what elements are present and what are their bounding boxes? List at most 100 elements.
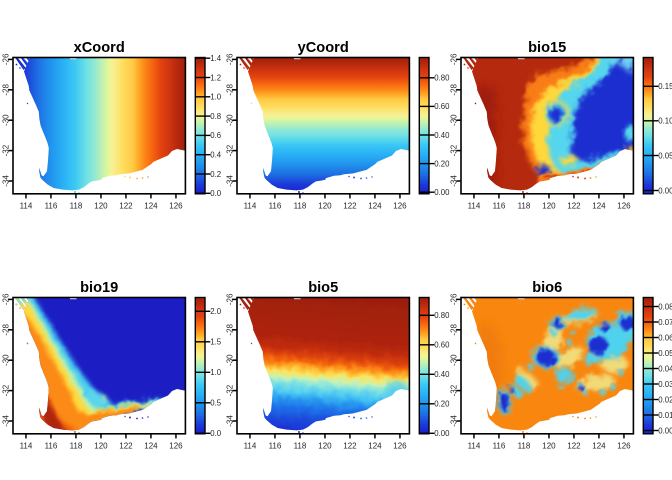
svg-text:0.01: 0.01 [658,411,672,420]
svg-text:122: 122 [567,202,581,211]
svg-text:-30: -30 [449,354,458,366]
svg-text:0.06: 0.06 [658,333,672,342]
svg-text:0.60: 0.60 [434,341,450,350]
svg-text:0.20: 0.20 [434,400,450,409]
svg-text:0.60: 0.60 [434,102,450,111]
svg-text:120: 120 [542,442,556,451]
svg-text:-26: -26 [1,293,10,305]
svg-text:-32: -32 [225,144,234,156]
svg-text:118: 118 [70,442,83,451]
svg-text:120: 120 [318,202,332,211]
svg-text:-26: -26 [449,53,458,65]
svg-text:-34: -34 [449,175,458,187]
svg-text:bio6: bio6 [532,280,562,296]
svg-text:124: 124 [144,202,158,211]
svg-text:0.4: 0.4 [210,151,222,160]
svg-text:120: 120 [542,202,556,211]
svg-text:0.02: 0.02 [658,395,672,404]
svg-text:-28: -28 [225,323,234,335]
svg-text:118: 118 [294,442,307,451]
svg-text:120: 120 [94,202,108,211]
svg-text:0.80: 0.80 [434,311,450,320]
svg-text:124: 124 [144,442,158,451]
svg-text:-30: -30 [1,354,10,366]
svg-text:0.5: 0.5 [210,399,222,408]
svg-text:122: 122 [119,202,133,211]
svg-text:1.2: 1.2 [210,73,221,82]
svg-text:0.40: 0.40 [434,370,450,379]
svg-text:124: 124 [368,202,382,211]
svg-text:-28: -28 [1,323,10,335]
svg-text:122: 122 [343,202,357,211]
svg-text:-32: -32 [449,384,458,396]
svg-text:bio15: bio15 [528,40,566,56]
svg-text:114: 114 [468,442,481,451]
svg-text:-34: -34 [1,175,10,187]
svg-text:-34: -34 [225,175,234,187]
svg-text:0.07: 0.07 [658,318,672,327]
svg-text:-28: -28 [449,323,458,335]
svg-text:-26: -26 [225,293,234,305]
svg-text:0.8: 0.8 [210,112,221,121]
svg-text:0.0: 0.0 [210,429,222,438]
svg-text:0.04: 0.04 [658,364,672,373]
svg-text:116: 116 [493,442,506,451]
svg-text:122: 122 [343,442,357,451]
svg-text:-32: -32 [1,384,10,396]
svg-text:114: 114 [468,202,481,211]
svg-text:126: 126 [393,442,407,451]
svg-text:0.00: 0.00 [434,429,450,438]
svg-text:0.05: 0.05 [658,349,672,358]
svg-text:0.40: 0.40 [434,131,450,140]
svg-text:0.10: 0.10 [658,117,672,126]
svg-text:124: 124 [592,442,606,451]
svg-text:114: 114 [20,442,33,451]
svg-text:0.03: 0.03 [658,380,672,389]
svg-text:126: 126 [617,202,631,211]
svg-text:0.08: 0.08 [658,302,672,311]
svg-text:118: 118 [294,202,307,211]
svg-text:122: 122 [119,442,133,451]
svg-text:-32: -32 [1,144,10,156]
svg-text:120: 120 [94,442,108,451]
svg-text:114: 114 [244,202,257,211]
svg-text:126: 126 [617,442,631,451]
svg-text:-28: -28 [449,83,458,95]
svg-text:0.2: 0.2 [210,170,221,179]
svg-text:116: 116 [269,202,282,211]
svg-text:114: 114 [244,442,257,451]
svg-text:116: 116 [45,202,58,211]
svg-text:126: 126 [169,202,183,211]
svg-text:116: 116 [269,442,282,451]
svg-text:0.00: 0.00 [658,186,672,195]
svg-text:0.00: 0.00 [658,426,672,435]
svg-text:116: 116 [45,442,58,451]
svg-text:124: 124 [592,202,606,211]
svg-text:0.15: 0.15 [658,82,672,91]
svg-text:-30: -30 [225,354,234,366]
svg-text:1.4: 1.4 [210,54,222,63]
svg-text:-34: -34 [1,415,10,427]
svg-text:-30: -30 [225,114,234,126]
svg-text:-32: -32 [225,384,234,396]
svg-text:bio19: bio19 [80,280,118,296]
svg-text:2.0: 2.0 [210,307,222,316]
svg-text:126: 126 [169,442,183,451]
svg-text:-34: -34 [225,415,234,427]
svg-text:-30: -30 [1,114,10,126]
svg-text:116: 116 [493,202,506,211]
svg-text:yCoord: yCoord [298,40,349,56]
svg-text:-26: -26 [449,293,458,305]
svg-text:bio5: bio5 [308,280,338,296]
svg-text:0.20: 0.20 [434,159,450,168]
svg-text:118: 118 [70,202,83,211]
svg-text:-32: -32 [449,144,458,156]
svg-text:126: 126 [393,202,407,211]
svg-text:-26: -26 [225,53,234,65]
svg-text:0.80: 0.80 [434,74,450,83]
svg-text:1.5: 1.5 [210,338,222,347]
svg-text:xCoord: xCoord [74,40,125,56]
svg-text:118: 118 [518,202,531,211]
svg-text:0.6: 0.6 [210,131,221,140]
svg-text:-26: -26 [1,53,10,65]
